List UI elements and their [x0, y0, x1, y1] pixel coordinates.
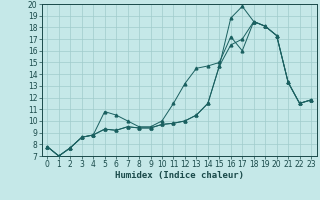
X-axis label: Humidex (Indice chaleur): Humidex (Indice chaleur) — [115, 171, 244, 180]
